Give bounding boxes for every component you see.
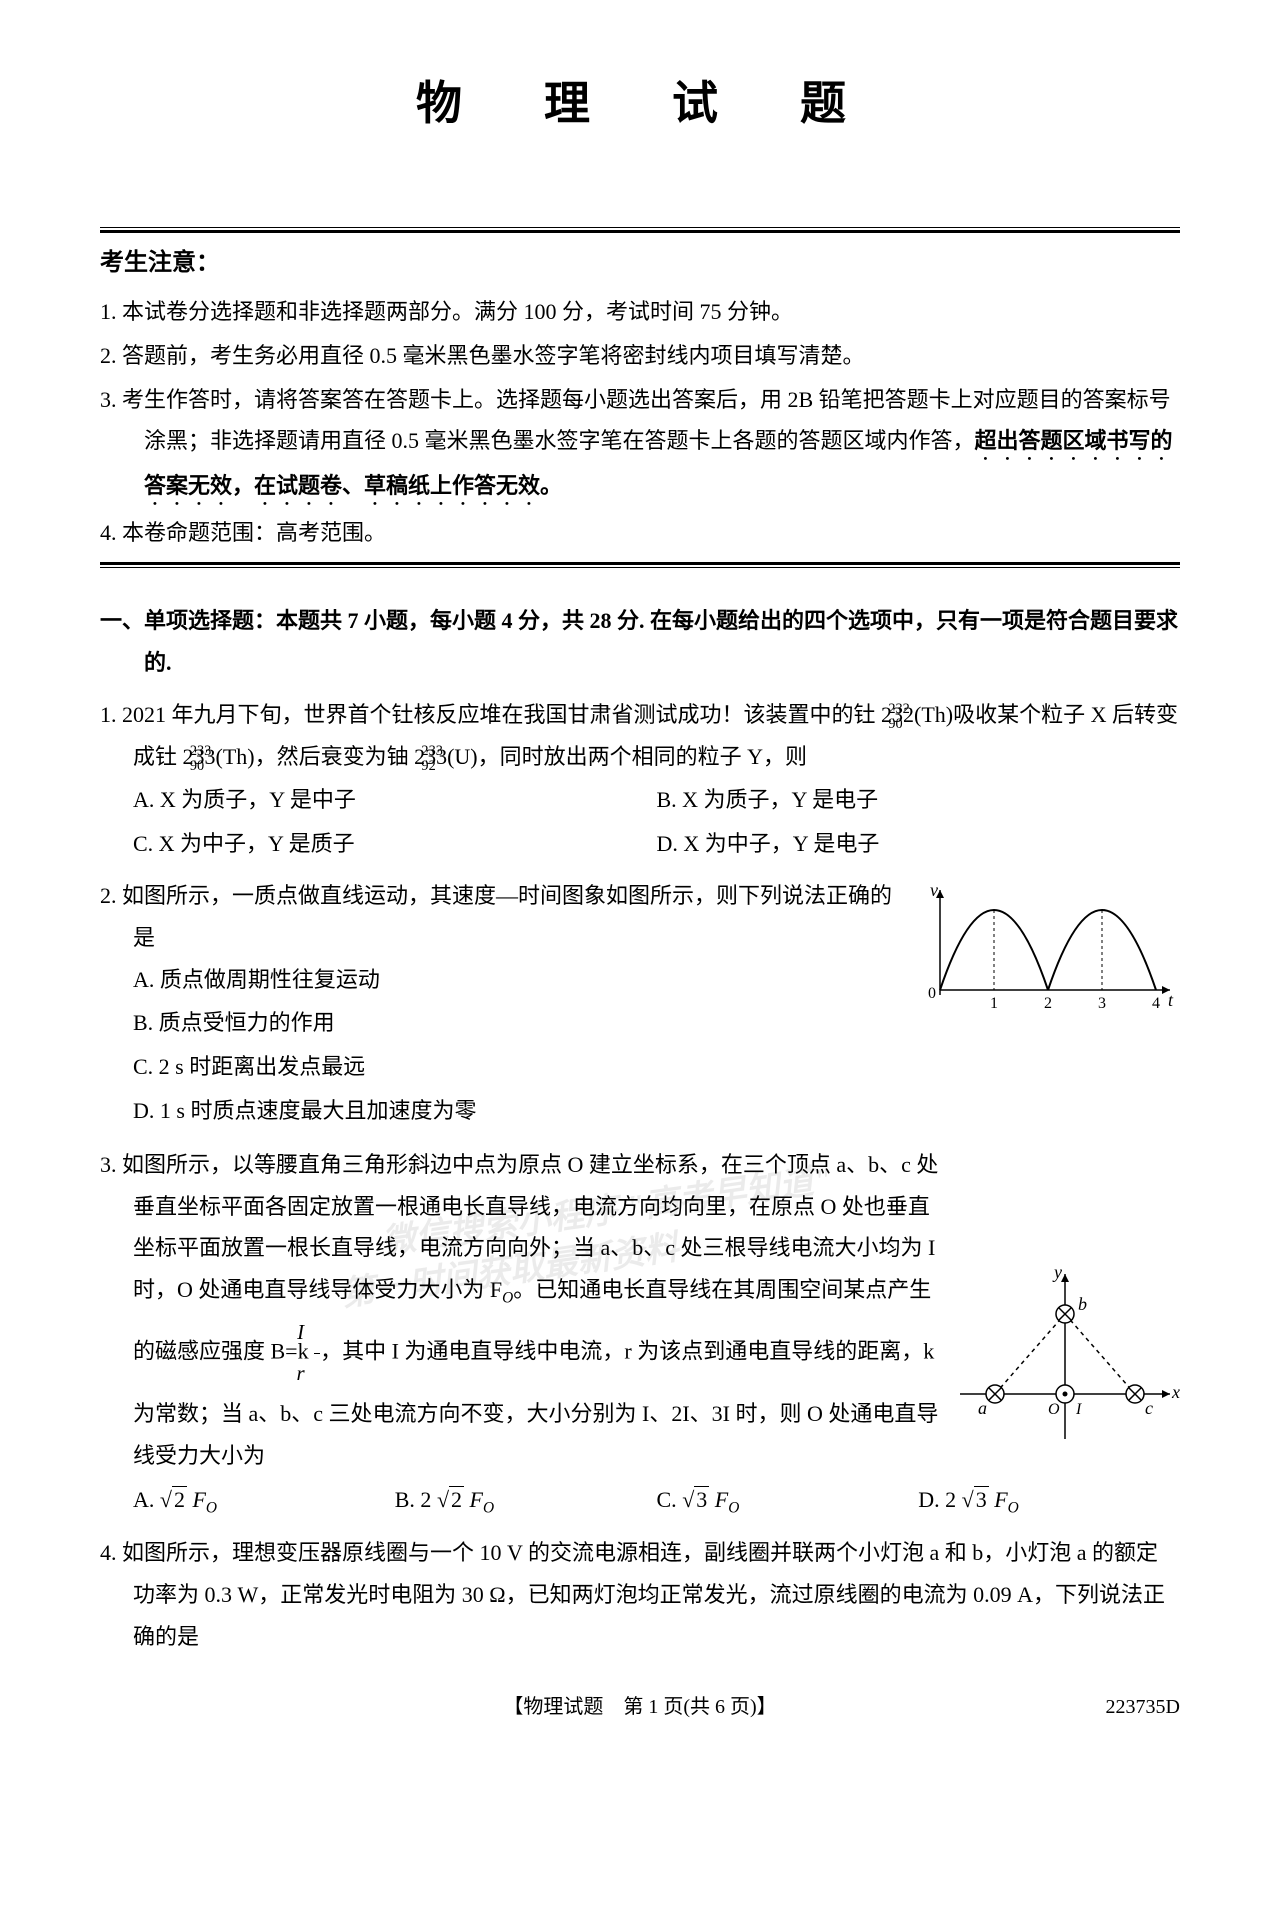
question-2: 2. 如图所示，一质点做直线运动，其速度—时间图象如图所示，则下列说法正确的是 …: [100, 875, 1180, 1134]
notice-item: 3. 考生作答时，请将答案答在答题卡上。选择题每小题选出答案后，用 2B 铅笔把…: [144, 379, 1180, 511]
notice-item: 4. 本卷命题范围：高考范围。: [144, 512, 1180, 554]
svg-text:4: 4: [1152, 995, 1160, 1012]
svg-text:0: 0: [928, 985, 936, 1002]
option-a: A. X 为质子，Y 是中子: [133, 779, 657, 821]
footer-center: 【物理试题 第 1 页(共 6 页)】: [503, 1696, 776, 1718]
svg-text:c: c: [1145, 1398, 1153, 1418]
svg-text:t: t: [1168, 990, 1174, 1010]
notice-heading: 考生注意：: [100, 241, 1180, 287]
notice-item: 1. 本试卷分选择题和非选择题两部分。满分 100 分，考试时间 75 分钟。: [144, 291, 1180, 333]
options: A. X 为质子，Y 是中子 B. X 为质子，Y 是电子: [100, 779, 1180, 821]
option-a: A. 质点做周期性往复运动: [133, 959, 910, 1001]
svg-text:y: y: [1052, 1264, 1062, 1282]
svg-text:O: O: [1048, 1401, 1060, 1418]
option-a: A. √2 FO: [133, 1479, 395, 1523]
svg-text:1: 1: [990, 995, 998, 1012]
question-4: 4. 如图所示，理想变压器原线圈与一个 10 V 的交流电源相连，副线圈并联两个…: [100, 1532, 1180, 1657]
divider: [100, 230, 1180, 233]
q1-text: Th)，然后衰变为铀 233(: [223, 744, 455, 769]
divider: [100, 567, 1180, 568]
divider: [100, 227, 1180, 228]
option-d: D. 2 √3 FO: [918, 1479, 1180, 1523]
svg-text:3: 3: [1098, 995, 1106, 1012]
q1-text: U)，同时放出两个相同的粒子 Y，则: [454, 744, 807, 769]
q3-figure: x y a b: [950, 1264, 1180, 1468]
svg-text:a: a: [978, 1398, 987, 1418]
question-text: 1. 2021 年九月下旬，世界首个钍核反应堆在我国甘肃省测试成功！该装置中的钍…: [100, 694, 1180, 778]
notice-item: 2. 答题前，考生务必用直径 0.5 毫米黑色墨水签字笔将密封线内项目填写清楚。: [144, 335, 1180, 377]
divider: [100, 562, 1180, 565]
main-title: 物 理 试 题: [100, 60, 1180, 147]
q1-text: 1. 2021 年九月下旬，世界首个钍核反应堆在我国甘肃省测试成功！该装置中的钍…: [100, 702, 921, 727]
section-heading: 一、单项选择题：本题共 7 小题，每小题 4 分，共 28 分. 在每小题给出的…: [100, 600, 1180, 684]
option-b: B. X 为质子，Y 是电子: [657, 779, 1181, 821]
svg-text:v: v: [930, 880, 938, 900]
question-3: x y a b: [100, 1144, 1180, 1523]
option-d: D. X 为中子，Y 是电子: [657, 823, 1181, 865]
option-c: C. √3 FO: [657, 1479, 919, 1523]
question-text: 4. 如图所示，理想变压器原线圈与一个 10 V 的交流电源相连，副线圈并联两个…: [100, 1532, 1180, 1657]
question-text: 2. 如图所示，一质点做直线运动，其速度—时间图象如图所示，则下列说法正确的是: [100, 875, 910, 959]
subscript: O: [502, 1290, 513, 1307]
options: A. 质点做周期性往复运动 B. 质点受恒力的作用 C. 2 s 时距离出发点最…: [100, 959, 910, 1132]
svg-text:I: I: [1075, 1401, 1082, 1418]
option-d: D. 1 s 时质点速度最大且加速度为零: [133, 1090, 910, 1132]
svg-text:b: b: [1078, 1294, 1087, 1314]
svg-text:2: 2: [1044, 995, 1052, 1012]
option-b: B. 质点受恒力的作用: [133, 1002, 910, 1044]
options: C. X 为中子，Y 是质子 D. X 为中子，Y 是电子: [100, 823, 1180, 865]
option-c: C. 2 s 时距离出发点最远: [133, 1046, 910, 1088]
svg-text:x: x: [1171, 1382, 1180, 1402]
option-c: C. X 为中子，Y 是质子: [133, 823, 657, 865]
option-b: B. 2 √2 FO: [395, 1479, 657, 1523]
footer-code: 223735D: [1106, 1688, 1180, 1726]
question-1: 1. 2021 年九月下旬，世界首个钍核反应堆在我国甘肃省测试成功！该装置中的钍…: [100, 694, 1180, 865]
notice-list: 1. 本试卷分选择题和非选择题两部分。满分 100 分，考试时间 75 分钟。 …: [100, 291, 1180, 554]
options: A. √2 FO B. 2 √2 FO C. √3 FO D. 2 √3 FO: [100, 1479, 1180, 1523]
page-footer: 【物理试题 第 1 页(共 6 页)】 223735D: [100, 1688, 1180, 1726]
q2-figure: 0 v t 1 2 3 4: [920, 880, 1180, 1034]
